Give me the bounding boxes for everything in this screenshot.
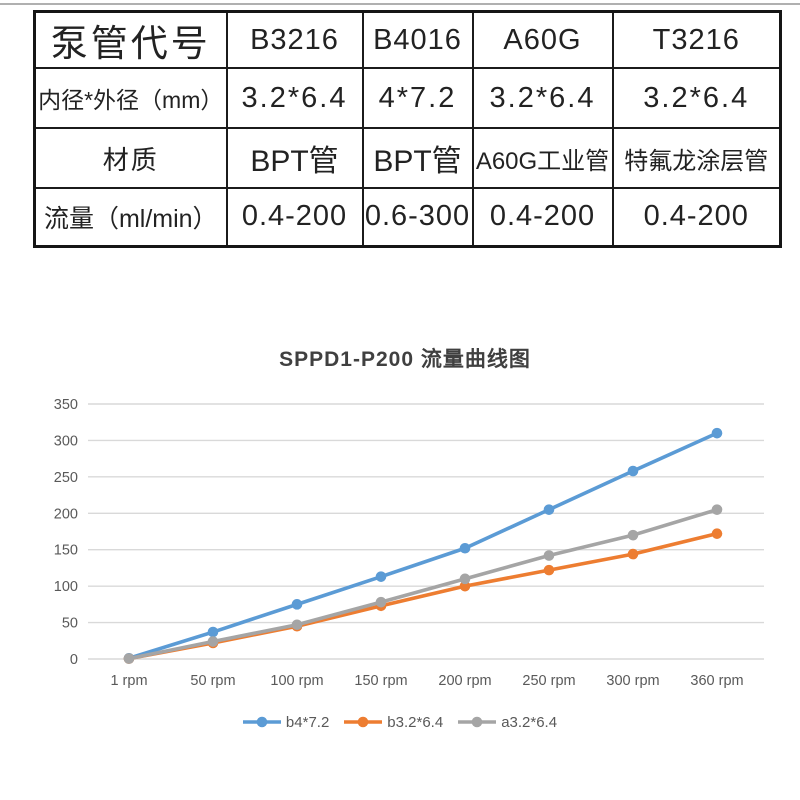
series-marker-b472 — [291, 599, 303, 610]
spec-cell: B3216 — [225, 10, 364, 69]
legend-item-label: b4*7.2 — [285, 713, 330, 731]
legend-item: a3.2*6.4 — [458, 714, 557, 731]
spec-cell: 0.6-300 — [361, 187, 474, 247]
series-line-a3264 — [127, 507, 719, 661]
top-divider-line — [0, 3, 800, 5]
spec-cell: 特氟龙涂层管 — [611, 127, 782, 189]
x-axis-tick-label: 200 rpm — [438, 673, 491, 689]
series-marker-b472 — [207, 626, 219, 638]
chart-legend: b4*7.2 b3.2*6.4 a3.2*6.4 — [0, 709, 800, 735]
row-header-cell: 材质 — [33, 127, 228, 189]
spec-cell: 3.2*6.4 — [471, 67, 614, 129]
series-marker-b472 — [375, 571, 387, 582]
row-header-cell: 泵管代号 — [33, 10, 228, 69]
spec-cell: A60G工业管 — [471, 127, 614, 189]
x-axis-tick-label: 50 rpm — [190, 673, 235, 689]
chart-title: SPPD1-P200 流量曲线图 — [279, 348, 531, 371]
x-axis-tick-label: 300 rpm — [606, 673, 659, 689]
y-axis-tick-label: 250 — [54, 470, 78, 486]
x-axis-tick-label: 1 rpm — [110, 673, 147, 689]
flow-curve-chart: 0 50 100 150 200 250 300 350 1 rpm 50 rpm 100 rpm 1… — [54, 397, 764, 689]
series-marker-a3264 — [711, 504, 723, 515]
spec-cell: 3.2*6.4 — [611, 67, 782, 129]
spec-cell: A60G — [471, 10, 614, 69]
spec-cell: 3.2*6.4 — [225, 67, 364, 129]
y-axis-tick-label: 200 — [54, 506, 78, 522]
spec-row: 内径*外径（mm） 3.2*6.4 4*7.2 3.2*6.4 3.2*6.4 — [33, 67, 782, 129]
legend-line-marker-icon — [344, 716, 383, 728]
series-marker-a3264 — [207, 636, 219, 647]
y-axis-tick-label: 150 — [54, 543, 78, 559]
row-header-cell: 内径*外径（mm） — [33, 67, 228, 129]
x-axis-tick-label: 150 rpm — [354, 673, 407, 689]
series-marker-b3264 — [543, 564, 555, 576]
legend-line-marker-icon — [458, 716, 497, 728]
spec-cell: T3216 — [611, 10, 782, 69]
legend-item-label: b3.2*6.4 — [387, 713, 444, 731]
y-axis-tick-label: 50 — [62, 616, 78, 632]
series-marker-a3264 — [291, 619, 303, 631]
x-axis-tick-label: 100 rpm — [270, 673, 323, 689]
series-marker-b3264 — [459, 580, 471, 592]
series-marker-a3264 — [375, 596, 387, 608]
y-axis-tick-label: 300 — [54, 433, 78, 449]
series-marker-b472 — [711, 427, 723, 439]
legend-item-label: a3.2*6.4 — [501, 713, 558, 731]
series-line-b472 — [127, 431, 719, 661]
spec-cell: 0.4-200 — [471, 187, 614, 247]
spec-table-body: 泵管代号 B3216 B4016 A60G T3216 内径*外径（mm） 3.2*6.4 4… — [33, 10, 782, 247]
y-axis-tick-label: 0 — [70, 652, 78, 668]
x-axis-tick-label: 360 rpm — [690, 673, 743, 689]
series-marker-a3264 — [459, 573, 471, 585]
spec-cell: BPT管 — [361, 127, 474, 189]
legend-item: b4*7.2 — [242, 713, 330, 731]
series-marker-a3264 — [123, 653, 135, 664]
spec-row: 流量（ml/min） 0.4-200 0.6-300 0.4-200 0.4-200 — [33, 187, 782, 247]
spec-cell: B4016 — [361, 10, 474, 69]
row-header-cell: 流量（ml/min） — [33, 187, 228, 247]
spec-cell: 4*7.2 — [361, 67, 474, 129]
series-marker-b472 — [459, 542, 471, 554]
spec-cell: 0.4-200 — [225, 187, 364, 247]
tubing-spec-table: 泵管代号 B3216 B4016 A60G T3216 内径*外径（mm） 3.2*6.4 4… — [33, 10, 782, 248]
spec-row: 材质 BPT管 BPT管 A60G工业管 特氟龙涂层管 — [33, 127, 782, 189]
spec-row: 泵管代号 B3216 B4016 A60G T3216 — [33, 10, 782, 69]
x-axis-tick-label: 250 rpm — [522, 673, 575, 689]
series-marker-b3264 — [627, 548, 639, 560]
series-marker-a3264 — [627, 529, 639, 541]
series-marker-b3264 — [711, 528, 723, 539]
series-marker-b472 — [543, 504, 555, 515]
legend-line-marker-icon — [242, 716, 281, 728]
series-marker-a3264 — [543, 550, 555, 561]
y-axis-tick-label: 100 — [54, 579, 78, 595]
series-marker-b472 — [627, 465, 639, 477]
y-axis-tick-label: 350 — [54, 397, 78, 413]
spec-cell: 0.4-200 — [611, 187, 782, 247]
legend-item: b3.2*6.4 — [344, 714, 443, 731]
spec-cell: BPT管 — [225, 127, 364, 189]
